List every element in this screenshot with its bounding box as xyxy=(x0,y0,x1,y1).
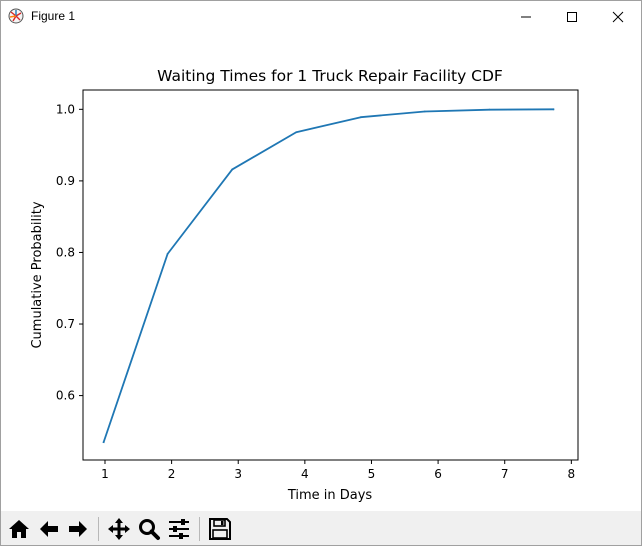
x-tick-label: 4 xyxy=(301,467,309,481)
x-tick-label: 6 xyxy=(434,467,442,481)
x-tick-label: 1 xyxy=(101,467,109,481)
minimize-button[interactable] xyxy=(503,1,549,32)
cdf-data-point xyxy=(231,168,234,171)
navigation-toolbar xyxy=(1,511,641,545)
x-axis-label: Time in Days xyxy=(287,488,373,503)
zoom-button[interactable] xyxy=(135,515,163,543)
cdf-data-point xyxy=(359,116,362,119)
chart-title: Waiting Times for 1 Truck Repair Facilit… xyxy=(157,67,503,85)
back-button[interactable] xyxy=(35,515,63,543)
cdf-data-point xyxy=(423,110,426,113)
cdf-data-point xyxy=(102,441,105,444)
y-axis-label: Cumulative Probability xyxy=(30,201,45,348)
cdf-chart: Waiting Times for 1 Truck Repair Facilit… xyxy=(30,67,579,503)
y-tick-label: 0.9 xyxy=(56,174,75,188)
forward-icon xyxy=(69,521,87,537)
configure-subplots-button[interactable] xyxy=(165,515,193,543)
close-icon xyxy=(612,11,624,23)
maximize-button[interactable] xyxy=(549,1,595,32)
x-tick-label: 2 xyxy=(168,467,176,481)
save-button[interactable] xyxy=(206,515,234,543)
home-button[interactable] xyxy=(5,515,33,543)
pan-icon xyxy=(108,518,130,540)
cdf-data-point xyxy=(166,252,169,255)
save-icon xyxy=(209,518,231,540)
window-title: Figure 1 xyxy=(31,9,76,23)
axes-frame xyxy=(82,89,579,461)
x-tick-label: 3 xyxy=(234,467,242,481)
y-tick-label: 0.7 xyxy=(56,317,75,331)
home-icon xyxy=(9,520,29,538)
y-tick-label: 0.8 xyxy=(56,245,75,259)
x-tick-label: 8 xyxy=(568,467,576,481)
zoom-icon xyxy=(139,519,160,540)
configure-subplots-icon xyxy=(169,519,189,539)
x-tick-label: 7 xyxy=(501,467,509,481)
forward-button[interactable] xyxy=(64,515,92,543)
plot-canvas[interactable]: Waiting Times for 1 Truck Repair Facilit… xyxy=(1,32,641,510)
matplotlib-app-icon xyxy=(8,8,24,24)
y-tick-label: 1.0 xyxy=(56,102,75,116)
title-bar[interactable]: Figure 1 xyxy=(1,1,641,32)
minimize-icon xyxy=(521,16,531,18)
pan-button[interactable] xyxy=(105,515,133,543)
cdf-series-line xyxy=(102,108,555,444)
x-tick-label: 5 xyxy=(368,467,376,481)
close-button[interactable] xyxy=(595,1,641,32)
y-tick-label: 0.6 xyxy=(56,389,75,403)
toolbar-separator xyxy=(199,517,200,541)
maximize-icon xyxy=(567,12,577,22)
toolbar-separator xyxy=(98,517,99,541)
cdf-data-point xyxy=(488,108,491,111)
back-icon xyxy=(40,521,58,537)
cdf-data-point xyxy=(552,108,555,111)
cdf-data-point xyxy=(295,131,298,134)
